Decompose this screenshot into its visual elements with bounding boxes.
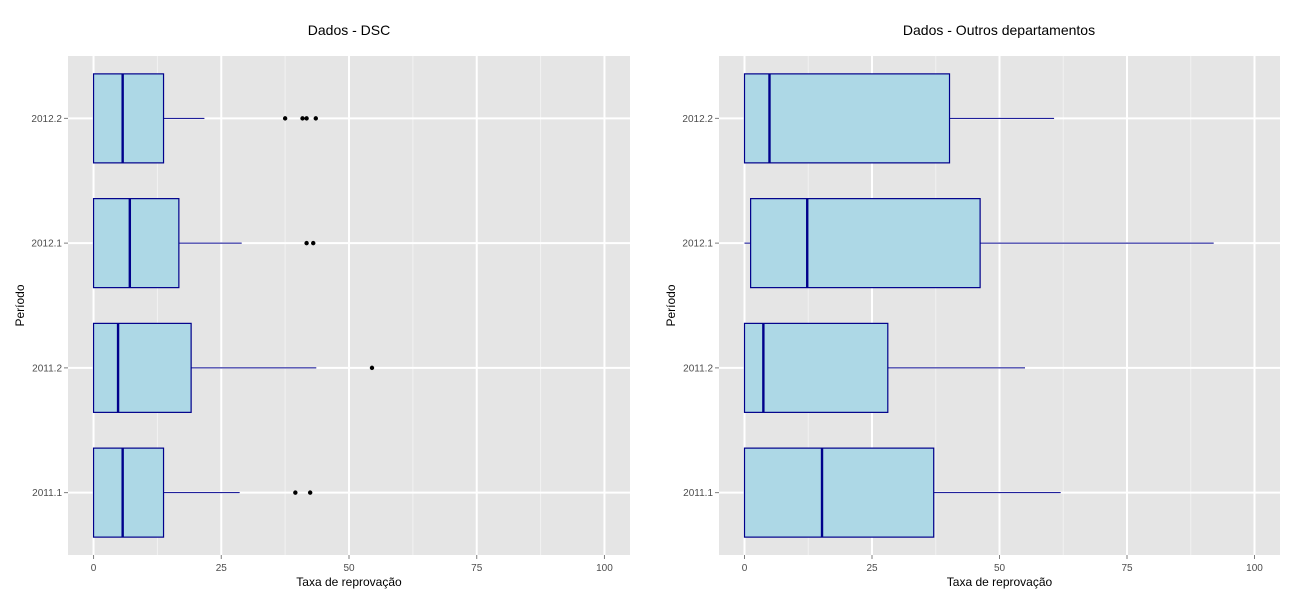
x-axis-title: Taxa de reprovação	[296, 575, 402, 589]
x-tick-label: 75	[471, 563, 483, 574]
box-iqr	[743, 322, 889, 413]
box-iqr	[750, 198, 981, 289]
x-tick-label: 25	[866, 563, 878, 574]
x-tick-label: 100	[596, 563, 613, 574]
y-axis-title: Período	[664, 284, 678, 326]
x-tick-label: 75	[1121, 563, 1133, 574]
box-2011.1	[743, 447, 1061, 538]
outlier-point	[293, 490, 298, 495]
y-tick-label: 2011.1	[683, 488, 713, 499]
box-iqr	[92, 447, 165, 538]
box-2011.1	[92, 447, 313, 538]
outlier-point	[311, 240, 316, 246]
y-axis-title: Período	[13, 284, 27, 326]
panel-dsc: 2011.1 2011.2 2012.1 2012.2 0 25 50 75 100 Dados …	[13, 22, 630, 589]
box-2011.2	[743, 322, 1025, 413]
outlier-point	[307, 490, 313, 495]
x-axis-title: Taxa de reprovação	[947, 575, 1053, 589]
box-iqr	[743, 447, 935, 538]
x-tick-label: 100	[1246, 563, 1263, 574]
y-tick-label: 2011.1	[32, 488, 62, 499]
x-tick-label: 0	[91, 563, 97, 574]
outlier-point	[369, 365, 375, 371]
y-tick-label: 2012.2	[31, 114, 62, 125]
x-tick-label: 0	[742, 563, 748, 574]
outlier-point	[300, 116, 305, 121]
y-tick-label: 2012.2	[682, 114, 713, 125]
box-iqr	[92, 322, 192, 413]
chart-title: Dados - DSC	[308, 22, 390, 38]
box-iqr	[92, 73, 165, 164]
box-2011.2	[92, 322, 375, 413]
box-2012.2	[92, 73, 318, 164]
x-tick-label: 50	[343, 563, 355, 574]
box-2012.1	[744, 198, 1214, 289]
y-tick-label: 2011.2	[32, 363, 62, 374]
outlier-point	[304, 240, 309, 246]
panel-outros: 2011.1 2011.2 2012.1 2012.2 0 25 50 75 100 Dados …	[664, 22, 1280, 589]
x-tick-label: 25	[216, 563, 228, 574]
outlier-point	[282, 116, 288, 121]
y-tick-label: 2012.1	[682, 239, 713, 250]
y-tick-label: 2011.2	[683, 363, 713, 374]
box-2012.1	[92, 198, 316, 289]
outlier-point	[304, 116, 309, 121]
y-tick-label: 2012.1	[31, 239, 62, 250]
box-iqr	[743, 73, 951, 164]
box-2012.2	[743, 73, 1055, 164]
box-iqr	[92, 198, 180, 289]
x-tick-label: 50	[994, 563, 1006, 574]
chart-title: Dados - Outros departamentos	[903, 22, 1095, 38]
outlier-point	[313, 116, 318, 121]
